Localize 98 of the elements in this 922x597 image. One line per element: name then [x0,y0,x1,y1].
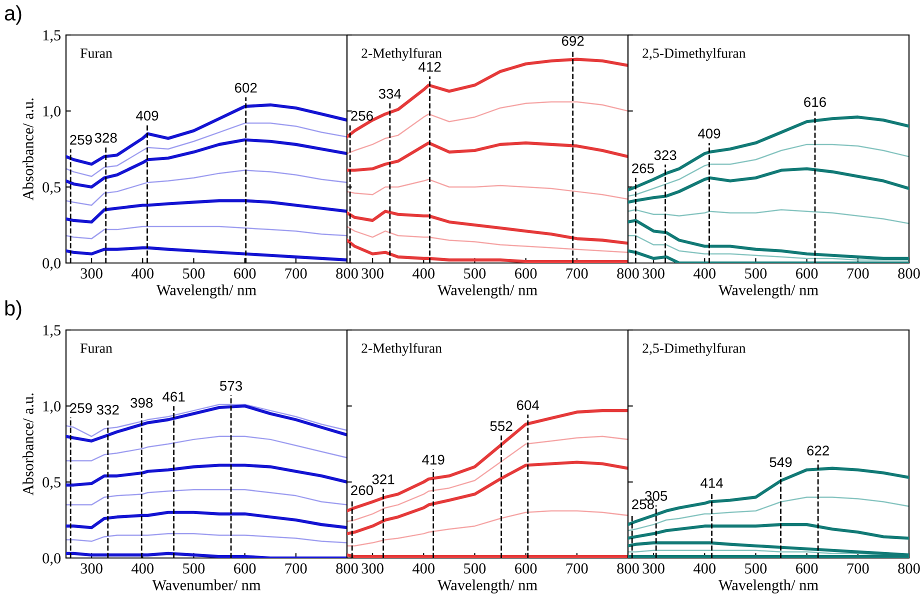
x-tick-label: 800 [617,563,639,574]
ref-line-label: 414 [700,478,723,488]
line-series [66,122,347,177]
ref-line-label: 258 [632,499,654,510]
text: 2-Methylfuran [362,342,442,356]
x-tick-label: 700 [847,563,869,574]
text: 2,5-Dimethylfuran [642,48,746,61]
ref-line-label: 622 [807,446,829,456]
y-tick-label: 0,0 [42,258,61,271]
x-tick-label: 400 [131,268,154,279]
x-tick-label: 500 [464,268,486,279]
ref-line-label: 265 [632,163,654,174]
line-series [66,488,347,506]
x-tick-label: 300 [80,268,102,279]
ref-line-label: 328 [94,132,117,143]
x-tick-label: 300 [362,268,384,279]
ref-line-label: 321 [372,474,394,484]
x-tick-label: 300 [642,268,664,279]
line-series [66,464,347,487]
ref-line-label: 549 [770,457,792,468]
x-tick-label: 600 [796,563,818,574]
y-axis-title: Absorbance/ a.u. [22,98,34,200]
y-tick-label: 1,5 [43,30,61,43]
x-tick-label: 400 [131,563,154,574]
ref-line-label: 412 [418,62,441,72]
ref-line-label: 616 [804,97,826,107]
ref-line-label: 334 [378,88,402,99]
y-tick-label: 1,0 [43,401,61,414]
y-tick-label: 0,0 [42,553,61,566]
x-tick-label: 400 [412,268,435,279]
y-axis-title: Absorbance/ a.u. [22,393,34,496]
ref-line-label: 573 [220,380,242,391]
x-tick-label: 300 [362,563,384,574]
x-axis-title: Wavenumber/ nm [152,579,261,590]
ref-line-label: 552 [490,421,512,431]
x-tick-label: 500 [183,563,205,574]
x-tick-label: 400 [412,563,435,574]
x-tick-label: 800 [336,268,358,279]
x-tick-label: 600 [234,563,256,574]
line-series [66,436,347,462]
ref-line-label: 419 [422,454,444,465]
x-tick-label: 400 [693,563,716,574]
x-tick-label: 500 [745,563,767,574]
x-tick-label: 600 [515,268,537,279]
ref-line-label: 409 [698,128,720,139]
text: a) [4,5,22,25]
x-axis-title: Wavelength/ nm [156,284,256,298]
x-tick-label: 300 [642,563,664,574]
ref-line-label: 604 [516,400,540,410]
y-tick-label: 0,5 [42,477,61,490]
text: Furan [80,48,112,58]
x-axis-title: Wavelength/ nm [437,284,538,298]
line-series [66,199,347,224]
x-tick-label: 600 [234,268,256,279]
x-axis-title: Wavelength/ nm [718,284,818,298]
ref-line-label: 692 [562,36,584,46]
line-series [66,226,347,240]
x-tick-label: 800 [617,268,639,279]
text: Furan [80,344,112,353]
line-series [66,533,347,544]
text: b) [5,300,22,320]
ref-line-label: 332 [96,404,119,415]
line-series [66,510,347,530]
ref-line-label: 602 [234,82,257,93]
x-tick-label: 700 [566,268,588,279]
ref-line-label: 409 [136,110,158,121]
ref-line-label: 398 [130,398,153,408]
x-tick-label: 500 [745,268,767,279]
y-tick-label: 1,0 [43,106,61,119]
x-tick-label: 700 [285,563,307,574]
ref-line-label: 461 [162,392,185,402]
ref-line-label: 256 [351,110,373,121]
x-tick-label: 700 [285,268,307,279]
ref-line-label: 259 [70,403,92,413]
x-tick-label: 400 [693,268,716,279]
x-tick-label: 300 [80,563,102,574]
line-series [66,246,347,262]
x-tick-label: 500 [464,563,486,574]
x-tick-label: 800 [898,268,920,279]
line-series [66,170,347,206]
ref-line-label: 305 [645,491,668,501]
x-tick-label: 600 [515,563,537,574]
y-tick-label: 0,5 [42,182,61,195]
x-tick-label: 600 [796,268,818,279]
x-axis-title: Wavelength/ nm [718,579,818,594]
ref-line-label: 323 [654,150,676,160]
x-axis-title: Wavelength/ nm [437,579,538,594]
text: 2,5-Dimethylfuran [642,342,746,356]
x-tick-label: 500 [183,268,205,279]
x-tick-label: 800 [336,563,358,574]
x-tick-label: 700 [566,563,588,574]
line-series [66,103,347,166]
x-tick-label: 800 [898,563,920,574]
y-tick-label: 1,5 [43,325,61,338]
x-tick-label: 700 [847,268,869,279]
ref-line-label: 259 [70,134,92,145]
text: 2-Methylfuran [362,48,442,61]
ref-line-label: 260 [351,485,373,496]
